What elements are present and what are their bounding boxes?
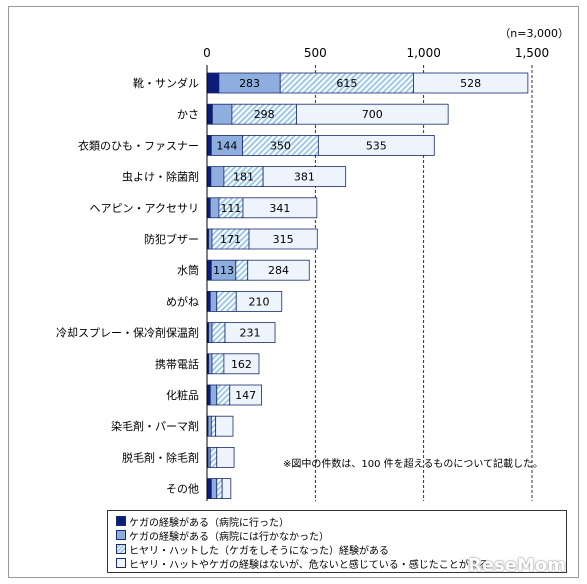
data-label: 284 <box>268 264 289 277</box>
category-label: 冷却スプレー・保冷剤保温剤 <box>56 326 199 340</box>
legend-label: ケガの経験がある（病院に行った） <box>129 517 289 529</box>
bar-segment <box>215 415 234 437</box>
bar-segment <box>209 384 218 406</box>
x-tick-label: 1,000 <box>406 46 440 60</box>
sample-size-label: （n=3,000） <box>499 27 569 40</box>
data-label: 147 <box>235 389 256 402</box>
category-label: 防犯ブザー <box>144 232 199 246</box>
data-label: 341 <box>269 202 290 215</box>
legend-item: ケガの経験がある（病院に行った） <box>116 514 558 529</box>
data-label: 113 <box>213 264 234 277</box>
legend-swatch-icon <box>116 530 126 540</box>
bar-segment <box>210 478 218 500</box>
data-label: 283 <box>239 77 260 90</box>
bar-segment <box>216 446 235 468</box>
x-tick-label: 0 <box>203 46 211 60</box>
bar-segment <box>248 228 318 250</box>
bar-segment <box>208 322 213 344</box>
y-axis-labels: 靴・サンダルかさ衣類のひも・ファスナー虫よけ・除菌剤ヘアピン・アクセサリ防犯ブザ… <box>56 76 199 496</box>
bar-segment <box>208 228 213 250</box>
data-label: 111 <box>220 202 241 215</box>
legend-item: ケガの経験がある（病院には行かなかった） <box>116 528 558 543</box>
bar-segment <box>206 103 213 125</box>
legend-item: ヒヤリ・ハットした（ケガをしそうになった）経験がある <box>116 542 558 557</box>
bar-segment <box>206 478 212 500</box>
bar-segment <box>210 415 217 437</box>
category-label: その他 <box>166 483 199 496</box>
bar-segment <box>206 259 212 281</box>
bar-segment <box>242 197 318 219</box>
bar-segment <box>235 290 283 312</box>
category-label: 携帯電話 <box>155 357 199 371</box>
bar-segment <box>296 103 449 125</box>
bars: 283 615 528 298 700 144 350 535 181 381 111 341 171 3… <box>206 72 529 500</box>
category-label: 靴・サンダル <box>133 76 199 90</box>
bar-segment <box>216 290 237 312</box>
data-label: 171 <box>220 233 241 246</box>
bar-segment <box>210 166 225 188</box>
data-label: 231 <box>240 327 261 340</box>
legend-label: ヒヤリ・ハットした（ケガをしそうになった）経験がある <box>129 545 389 557</box>
legend-swatch-icon <box>116 544 126 554</box>
bar-segment <box>211 353 225 375</box>
bar-segment <box>206 134 212 156</box>
category-label: かさ <box>177 108 199 121</box>
category-label: 染毛剤・パーマ剤 <box>111 419 199 433</box>
legend-swatch-icon <box>116 558 126 568</box>
bar-segment <box>413 72 529 94</box>
bar-segment <box>229 384 263 406</box>
data-label: 298 <box>254 108 275 121</box>
category-label: 水筒 <box>177 263 199 277</box>
bar-segment <box>224 322 276 344</box>
grid-lines <box>314 65 533 501</box>
bar-segment <box>216 478 223 500</box>
bar-segment <box>209 290 218 312</box>
category-label: めがね <box>166 294 199 308</box>
legend: ケガの経験がある（病院に行った） ケガの経験がある（病院には行かなかった） ヒヤ… <box>107 510 567 573</box>
bar-segment <box>212 103 233 125</box>
data-label: 700 <box>362 108 383 121</box>
category-label: 虫よけ・除菌剤 <box>122 170 199 184</box>
data-label: 615 <box>336 77 357 90</box>
x-tick-label: 500 <box>304 46 327 60</box>
bar-segment <box>262 166 347 188</box>
data-label: 528 <box>460 77 481 90</box>
bar-segment <box>206 72 220 94</box>
bar-segment <box>247 259 310 281</box>
data-label: 535 <box>366 139 387 152</box>
bar-segment <box>317 134 435 156</box>
bar-segment <box>221 478 232 500</box>
category-label: 脱毛剤・除毛剤 <box>122 450 199 464</box>
data-label: 315 <box>273 233 294 246</box>
data-label: 381 <box>294 171 315 184</box>
bar-segment <box>209 446 218 468</box>
legend-item: ヒヤリ・ハットやケガの経験はないが、危ないと感じている・感じたことがある <box>116 556 558 571</box>
legend-label: ヒヤリ・ハットやケガの経験はないが、危ないと感じている・感じたことがある <box>129 559 489 571</box>
category-label: 衣類のひも・ファスナー <box>78 138 199 152</box>
stacked-bar-chart: （n=3,000） 0 500 1,000 1,500 283 615 528 298 700… <box>56 27 569 501</box>
chart-frame: （n=3,000） 0 500 1,000 1,500 283 615 528 298 700… <box>8 6 579 578</box>
data-label: 181 <box>233 171 254 184</box>
bar-segment <box>206 166 212 188</box>
category-label: 化粧品 <box>166 388 199 402</box>
watermark-logo: ReseMom <box>467 555 566 576</box>
bar-segment <box>209 197 220 219</box>
data-label: 350 <box>270 139 291 152</box>
bar-segment <box>235 259 249 281</box>
bar-segment <box>208 353 213 375</box>
bar-segment <box>223 353 260 375</box>
data-label: 162 <box>231 358 252 371</box>
data-label: 210 <box>249 295 270 308</box>
annotation-note: ※図中の件数は、100 件を超えるものについて記載した。 <box>283 457 543 470</box>
category-label: ヘアピン・アクセサリ <box>90 202 199 215</box>
bar-segment <box>207 415 212 437</box>
data-label: 144 <box>216 139 237 152</box>
legend-label: ケガの経験がある（病院には行かなかった） <box>129 531 329 543</box>
legend-swatch-icon <box>116 516 126 526</box>
bar-segment <box>211 322 226 344</box>
bar-segment <box>216 384 231 406</box>
x-axis-ticks: 0 500 1,000 1,500 <box>203 46 549 60</box>
x-tick-label: 1,500 <box>515 46 549 60</box>
